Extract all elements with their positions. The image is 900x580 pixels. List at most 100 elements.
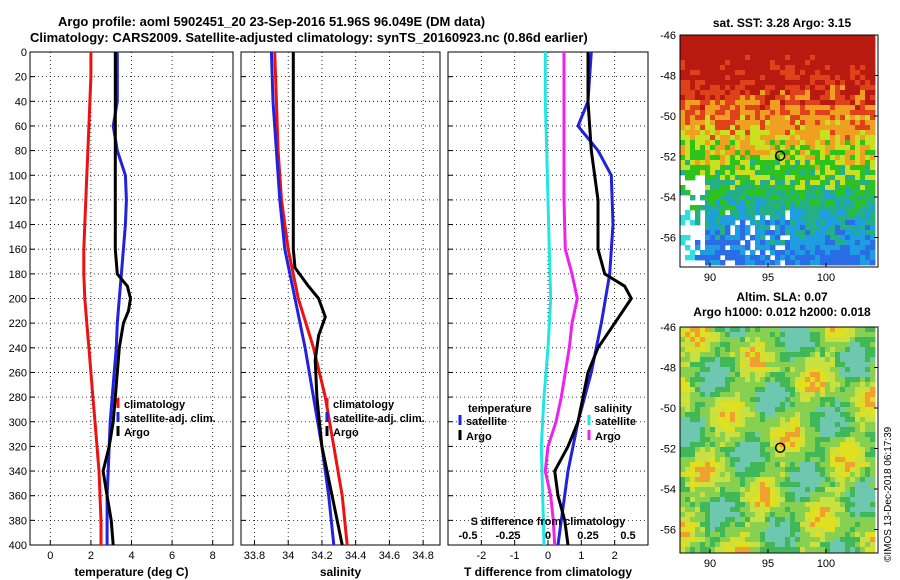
sst-map-cell xyxy=(825,165,831,171)
sla-map-cell xyxy=(770,452,776,458)
x-tick-label: 0 xyxy=(545,550,551,562)
sst-map-cell xyxy=(745,140,751,146)
sla-map-cell xyxy=(830,367,836,373)
sst-map-cell xyxy=(775,110,781,116)
sla-map-cell xyxy=(755,472,761,478)
sst-map-cell xyxy=(825,175,831,181)
sla-map-cell xyxy=(760,522,766,528)
sla-map-cell xyxy=(835,347,841,353)
sst-map-cell xyxy=(780,250,786,256)
sst-map-cell xyxy=(840,190,846,196)
sst-map-cell xyxy=(765,170,771,176)
sst-map-cell xyxy=(770,230,776,236)
sst-map-cell xyxy=(830,95,836,101)
sst-map-cell xyxy=(820,140,826,146)
sst-map-cell xyxy=(685,35,691,41)
sla-map-cell xyxy=(765,337,771,343)
sst-map-cell xyxy=(830,35,836,41)
sst-map-cell xyxy=(760,165,766,171)
sst-map-cell xyxy=(760,210,766,216)
sla-map-cell xyxy=(775,422,781,428)
sla-map-cell xyxy=(775,477,781,483)
sst-map-cell xyxy=(825,125,831,131)
sst-map-cell xyxy=(820,115,826,121)
sla-map-cell xyxy=(745,347,751,353)
sla-map-cell xyxy=(680,427,686,433)
sst-map-cell xyxy=(855,180,861,186)
sst-map-cell xyxy=(735,160,741,166)
sla-map-cell xyxy=(785,357,791,363)
sla-map-cell xyxy=(730,547,736,553)
sst-map-cell xyxy=(680,120,686,126)
sst-map-cell xyxy=(725,140,731,146)
sst-map-cell xyxy=(840,120,846,126)
sla-map-cell xyxy=(825,442,831,448)
sla-map-cell xyxy=(815,357,821,363)
sst-map-cell xyxy=(760,100,766,106)
sla-map-cell xyxy=(825,447,831,453)
sla-map-cell xyxy=(835,492,841,498)
sla-map-cell xyxy=(790,432,796,438)
sla-map-cell xyxy=(850,537,856,543)
sla-map-cell xyxy=(850,367,856,373)
sst-map-cell xyxy=(820,190,826,196)
sst-map-cell xyxy=(870,205,876,211)
sla-map-cell xyxy=(695,422,701,428)
sla-map-cell xyxy=(825,477,831,483)
sst-map-cell xyxy=(720,45,726,51)
sst-map-cell xyxy=(795,105,801,111)
sst-map-cell xyxy=(835,70,841,76)
sst-map-cell xyxy=(790,200,796,206)
sst-map-cell xyxy=(800,180,806,186)
sst-map-cell xyxy=(715,135,721,141)
sst-map-cell xyxy=(765,150,771,156)
sla-map-cell xyxy=(785,547,791,553)
sla-map-cell xyxy=(810,462,816,468)
sla-map-cell xyxy=(780,442,786,448)
sst-map-cell xyxy=(770,200,776,206)
sst-map-cell xyxy=(775,40,781,46)
sla-map-cell xyxy=(820,342,826,348)
sla-map-cell xyxy=(735,442,741,448)
sst-map-cell xyxy=(800,220,806,226)
sla-map-cell xyxy=(770,482,776,488)
x-tick-label: 33.8 xyxy=(244,550,265,562)
sla-map-cell xyxy=(725,462,731,468)
sla-map-cell xyxy=(775,342,781,348)
sst-map-cell xyxy=(715,55,721,61)
sla-map-cell xyxy=(840,337,846,343)
sst-map-cell xyxy=(785,170,791,176)
sla-map-cell xyxy=(840,462,846,468)
y-tick-label: 360 xyxy=(9,491,27,503)
sla-map-cell xyxy=(815,347,821,353)
sst-map-cell xyxy=(815,50,821,56)
sst-map-cell xyxy=(735,250,741,256)
sla-map-cell xyxy=(760,377,766,383)
sst-map-cell xyxy=(790,160,796,166)
sst-map-cell xyxy=(725,90,731,96)
sst-map-cell xyxy=(810,85,816,91)
sla-map-cell xyxy=(865,467,871,473)
sla-map-cell xyxy=(810,442,816,448)
sla-map-cell xyxy=(705,382,711,388)
title-line-1: Argo profile: aoml 5902451_20 23-Sep-201… xyxy=(58,14,486,29)
sst-map-cell xyxy=(775,175,781,181)
lat-tick-label: -52 xyxy=(660,444,676,456)
sst-map-cell xyxy=(790,135,796,141)
sla-map-cell xyxy=(870,472,876,478)
sla-map-cell xyxy=(865,457,871,463)
sst-map-cell xyxy=(770,130,776,136)
sla-map-cell xyxy=(765,417,771,423)
sla-map-cell xyxy=(760,497,766,503)
sla-map-cell xyxy=(830,547,836,553)
sst-map-cell xyxy=(870,50,876,56)
sla-map-cell xyxy=(695,517,701,523)
sla-map-cell xyxy=(730,332,736,338)
sla-map-cell xyxy=(850,402,856,408)
sla-map-cell xyxy=(680,382,686,388)
sla-map-cell xyxy=(740,407,746,413)
sla-map-cell xyxy=(840,332,846,338)
sst-map-cell xyxy=(735,70,741,76)
sla-map-cell xyxy=(810,412,816,418)
sst-map-cell xyxy=(775,240,781,246)
